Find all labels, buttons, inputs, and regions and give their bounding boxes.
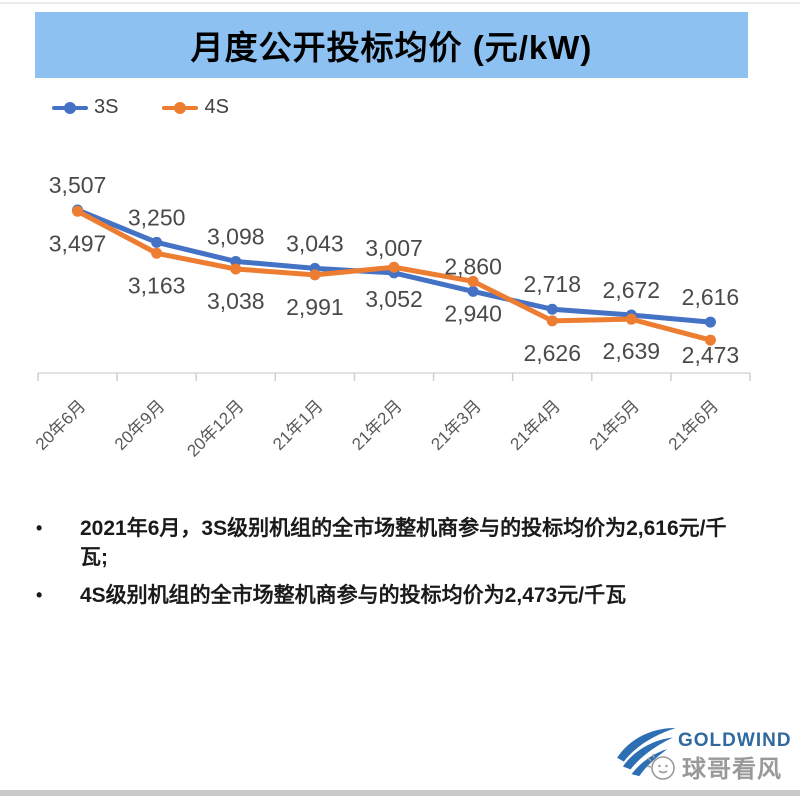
x-axis-label: 20年6月 — [32, 396, 90, 454]
bottom-divider — [0, 790, 800, 796]
note-4s-text: 4S级别机组的全市场整机商参与的投标均价为2,473元/千瓦 — [80, 584, 627, 607]
watermark: 球哥看风 — [644, 748, 782, 784]
data-point-4S — [72, 205, 84, 217]
note-4s: 4S级别机组的全市场整机商参与的投标均价为2,473元/千瓦 — [28, 581, 728, 610]
data-point-4S — [625, 313, 637, 325]
page-title: 月度公开投标均价 (元/kW) — [190, 29, 593, 66]
legend-label-3s: 3S — [94, 96, 119, 118]
data-point-3S — [151, 236, 163, 248]
legend-line-dot-icon — [162, 101, 199, 114]
data-label-4S: 2,639 — [603, 338, 661, 364]
legend-item-3s: 3S — [52, 96, 118, 119]
data-label-4S: 3,038 — [207, 288, 265, 314]
top-divider — [0, 2, 800, 4]
data-label-3S: 2,616 — [682, 284, 740, 310]
data-label-4S: 3,163 — [128, 272, 186, 298]
footer: GOLDWIND 球哥看风 — [612, 722, 800, 784]
x-axis-label: 21年3月 — [427, 396, 485, 454]
legend-item-4s: 4S — [162, 96, 229, 119]
watermark-text: 球哥看风 — [682, 755, 782, 783]
legend-dot — [174, 101, 187, 114]
data-point-4S — [704, 334, 716, 346]
x-axis-label: 21年5月 — [586, 396, 644, 454]
legend-dot — [64, 101, 76, 114]
data-label-3S: 2,718 — [523, 271, 581, 297]
data-label-4S: 2,991 — [286, 294, 344, 320]
data-label-3S: 3,007 — [365, 235, 423, 261]
data-point-3S — [546, 303, 558, 315]
note-3s-text: 2021年6月，3S级别机组的全市场整机商参与的投标均价为2,616元/千瓦; — [80, 517, 727, 569]
data-point-4S — [388, 261, 400, 273]
data-point-4S — [230, 263, 242, 275]
data-point-4S — [546, 315, 558, 327]
note-3s: 2021年6月，3S级别机组的全市场整机商参与的投标均价为2,616元/千瓦; — [28, 514, 728, 572]
data-label-3S: 3,098 — [207, 223, 265, 249]
watermark-face-icon — [646, 753, 675, 780]
data-label-4S: 2,940 — [444, 300, 502, 326]
legend-line-dot-icon — [52, 101, 88, 114]
chart-legend: 3S 4S — [52, 96, 229, 119]
goldwind-logo-icon — [617, 727, 676, 777]
data-point-3S — [467, 285, 479, 297]
legend-label-4s: 4S — [204, 96, 229, 118]
data-label-3S: 2,672 — [603, 277, 661, 303]
summary-notes: 2021年6月，3S级别机组的全市场整机商参与的投标均价为2,616元/千瓦; … — [28, 514, 728, 619]
data-point-4S — [151, 247, 163, 259]
x-axis-label: 20年12月 — [183, 396, 247, 460]
x-axis-label: 21年6月 — [665, 396, 723, 454]
data-label-3S: 3,507 — [49, 172, 107, 198]
chart-title-banner: 月度公开投标均价 (元/kW) — [35, 12, 748, 78]
x-axis-label: 20年9月 — [111, 396, 169, 454]
data-label-3S: 2,860 — [444, 253, 502, 279]
x-axis-label: 21年2月 — [348, 396, 406, 454]
data-label-4S: 3,052 — [365, 286, 423, 312]
data-point-4S — [467, 275, 479, 287]
price-trend-line-chart: 20年6月 20年9月 20年12月 21年1月 21年2月 21年3月 21年4月 21年5… — [32, 172, 751, 461]
x-axis-label: 21年1月 — [269, 396, 327, 454]
data-label-4S: 2,473 — [682, 342, 740, 368]
data-point-3S — [704, 316, 716, 328]
x-axis-label: 21年4月 — [507, 396, 565, 454]
data-label-4S: 2,626 — [523, 340, 581, 366]
data-label-3S: 3,250 — [128, 204, 186, 230]
data-point-4S — [309, 269, 321, 281]
data-label-4S: 3,497 — [49, 230, 107, 256]
data-label-3S: 3,043 — [286, 230, 344, 256]
data-point-3S — [230, 255, 242, 267]
goldwind-logo-text: GOLDWIND — [678, 730, 792, 751]
